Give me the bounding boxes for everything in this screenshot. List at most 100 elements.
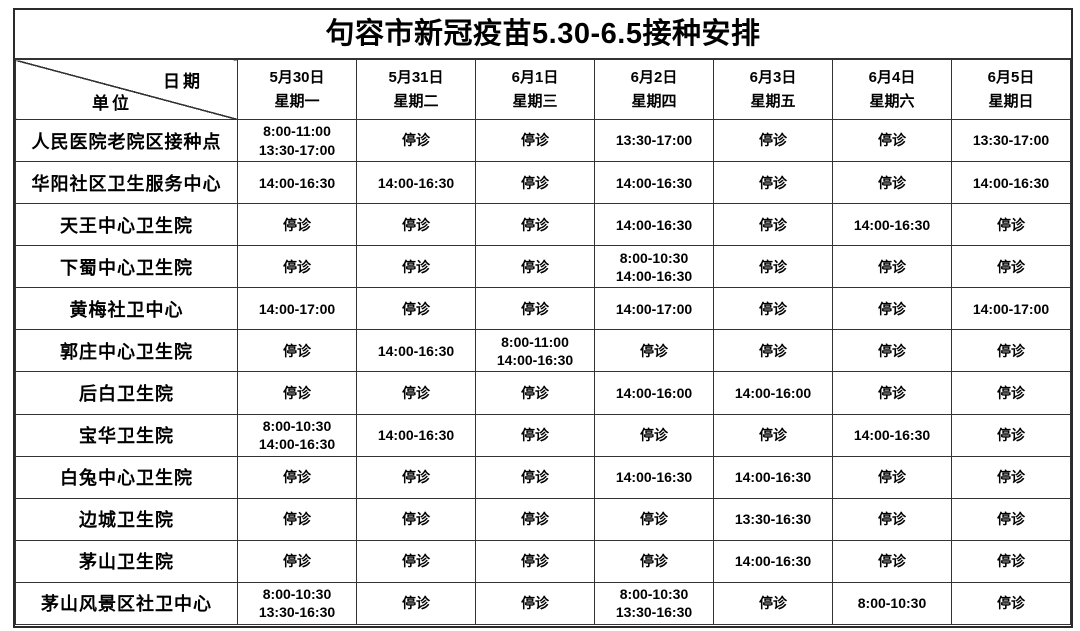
schedule-cell: 停诊 — [594, 539, 714, 583]
column-date-label: 6月2日 — [630, 69, 678, 87]
column-date-label: 6月3日 — [749, 69, 797, 87]
column-weekday-label: 星期五 — [750, 92, 796, 110]
schedule-cell: 停诊 — [356, 455, 476, 499]
schedule-sheet: 句容市新冠疫苗5.30-6.5接种安排 日期 单位 5月30日 星期一 5月31… — [13, 8, 1073, 628]
column-weekday-label: 星期二 — [393, 92, 439, 110]
schedule-cell: 8:00-10:30 14:00-16:30 — [594, 245, 714, 289]
table-row: 天王中心卫生院 停诊 停诊 停诊 14:00-16:30 停诊 14:00-16:30 停诊 — [15, 203, 1071, 247]
schedule-cell: 停诊 — [713, 413, 833, 457]
schedule-cell: 14:00-17:00 — [237, 287, 357, 331]
schedule-cell: 停诊 — [713, 329, 833, 373]
schedule-cell: 停诊 — [594, 413, 714, 457]
table-row: 后白卫生院 停诊 停诊 停诊 14:00-16:00 14:00-16:00 停诊 停诊 — [15, 371, 1071, 415]
schedule-cell: 停诊 — [951, 539, 1071, 583]
unit-name: 华阳社区卫生服务中心 — [15, 161, 238, 205]
schedule-cell: 停诊 — [713, 245, 833, 289]
unit-name: 黄梅社卫中心 — [15, 287, 238, 331]
schedule-cell: 14:00-17:00 — [951, 287, 1071, 331]
schedule-cell: 13:30-17:00 — [594, 118, 714, 163]
column-weekday-label: 星期日 — [988, 92, 1034, 110]
column-header: 5月30日 星期一 — [237, 59, 357, 120]
unit-name: 宝华卫生院 — [15, 413, 238, 457]
table-row: 人民医院老院区接种点 8:00-11:00 13:30-17:00 停诊 停诊 13:… — [15, 118, 1071, 163]
schedule-cell: 停诊 — [594, 497, 714, 541]
schedule-cell: 14:00-16:30 — [713, 455, 833, 499]
schedule-cell: 停诊 — [237, 497, 357, 541]
column-weekday-label: 星期六 — [869, 92, 915, 110]
table-row: 白兔中心卫生院 停诊 停诊 停诊 14:00-16:30 14:00-16:30 停诊 停诊 — [15, 455, 1071, 499]
table-row: 郭庄中心卫生院 停诊 14:00-16:30 8:00-11:00 14:00-16… — [15, 329, 1071, 373]
unit-name: 茅山风景区社卫中心 — [15, 581, 238, 626]
schedule-cell: 停诊 — [713, 161, 833, 205]
schedule-cell: 停诊 — [356, 497, 476, 541]
schedule-cell: 停诊 — [237, 203, 357, 247]
schedule-cell: 停诊 — [356, 539, 476, 583]
schedule-cell: 14:00-16:30 — [356, 161, 476, 205]
table-row: 茅山卫生院 停诊 停诊 停诊 停诊 14:00-16:30 停诊 停诊 — [15, 539, 1071, 583]
schedule-cell: 停诊 — [475, 161, 595, 205]
table-row: 宝华卫生院 8:00-10:30 14:00-16:30 14:00-16:30 停… — [15, 413, 1071, 457]
schedule-cell: 8:00-11:00 13:30-17:00 — [237, 118, 357, 163]
schedule-cell: 停诊 — [951, 245, 1071, 289]
schedule-cell: 停诊 — [356, 203, 476, 247]
column-weekday-label: 星期四 — [631, 92, 677, 110]
column-date-label: 5月30日 — [269, 69, 325, 87]
schedule-cell: 停诊 — [475, 371, 595, 415]
schedule-cell: 停诊 — [951, 413, 1071, 457]
unit-name: 人民医院老院区接种点 — [15, 118, 238, 163]
unit-name: 郭庄中心卫生院 — [15, 329, 238, 373]
schedule-cell: 停诊 — [356, 245, 476, 289]
column-header: 6月2日 星期四 — [594, 59, 714, 120]
header-row: 日期 单位 5月30日 星期一 5月31日 星期二 6月1日 星期三 6月2日 … — [15, 59, 1071, 120]
schedule-cell: 14:00-16:00 — [713, 371, 833, 415]
schedule-cell: 14:00-16:30 — [594, 455, 714, 499]
schedule-cell: 停诊 — [475, 539, 595, 583]
schedule-cell: 停诊 — [713, 581, 833, 626]
schedule-cell: 14:00-16:30 — [832, 413, 952, 457]
table-row: 黄梅社卫中心 14:00-17:00 停诊 停诊 14:00-17:00 停诊 停诊 14:… — [15, 287, 1071, 331]
schedule-cell: 停诊 — [475, 118, 595, 163]
schedule-cell: 14:00-16:30 — [356, 413, 476, 457]
schedule-cell: 停诊 — [713, 203, 833, 247]
schedule-cell: 停诊 — [356, 118, 476, 163]
schedule-cell: 14:00-16:00 — [594, 371, 714, 415]
schedule-cell: 停诊 — [356, 287, 476, 331]
schedule-cell: 停诊 — [237, 539, 357, 583]
unit-name: 后白卫生院 — [15, 371, 238, 415]
schedule-cell: 14:00-16:30 — [356, 329, 476, 373]
table-row: 边城卫生院 停诊 停诊 停诊 停诊 13:30-16:30 停诊 停诊 — [15, 497, 1071, 541]
schedule-cell: 停诊 — [832, 539, 952, 583]
schedule-cell: 14:00-17:00 — [594, 287, 714, 331]
schedule-cell: 停诊 — [475, 203, 595, 247]
column-weekday-label: 星期三 — [512, 92, 558, 110]
schedule-cell: 停诊 — [951, 497, 1071, 541]
table-row: 华阳社区卫生服务中心 14:00-16:30 14:00-16:30 停诊 14:00… — [15, 161, 1071, 205]
schedule-cell: 停诊 — [475, 497, 595, 541]
schedule-cell: 8:00-10:30 13:30-16:30 — [594, 581, 714, 626]
schedule-cell: 停诊 — [237, 245, 357, 289]
column-header: 5月31日 星期二 — [356, 59, 476, 120]
schedule-cell: 停诊 — [237, 455, 357, 499]
column-header: 6月5日 星期日 — [951, 59, 1071, 120]
schedule-cell: 停诊 — [951, 371, 1071, 415]
schedule-cell: 停诊 — [475, 245, 595, 289]
schedule-cell: 停诊 — [832, 371, 952, 415]
unit-name: 白兔中心卫生院 — [15, 455, 238, 499]
schedule-cell: 停诊 — [951, 581, 1071, 626]
unit-name: 下蜀中心卫生院 — [15, 245, 238, 289]
column-date-label: 5月31日 — [388, 69, 444, 87]
schedule-cell: 14:00-16:30 — [594, 161, 714, 205]
table-row: 下蜀中心卫生院 停诊 停诊 停诊 8:00-10:30 14:00-16:30 停诊 停诊… — [15, 245, 1071, 289]
schedule-cell: 停诊 — [475, 581, 595, 626]
column-weekday-label: 星期一 — [274, 92, 320, 110]
schedule-cell: 停诊 — [713, 287, 833, 331]
schedule-table: 日期 单位 5月30日 星期一 5月31日 星期二 6月1日 星期三 6月2日 … — [15, 59, 1071, 626]
column-header: 6月3日 星期五 — [713, 59, 833, 120]
page-title: 句容市新冠疫苗5.30-6.5接种安排 — [15, 10, 1071, 59]
schedule-cell: 停诊 — [237, 371, 357, 415]
schedule-cell: 停诊 — [475, 413, 595, 457]
schedule-cell: 停诊 — [832, 287, 952, 331]
column-date-label: 6月4日 — [868, 69, 916, 87]
schedule-cell: 14:00-16:30 — [237, 161, 357, 205]
schedule-cell: 停诊 — [832, 455, 952, 499]
